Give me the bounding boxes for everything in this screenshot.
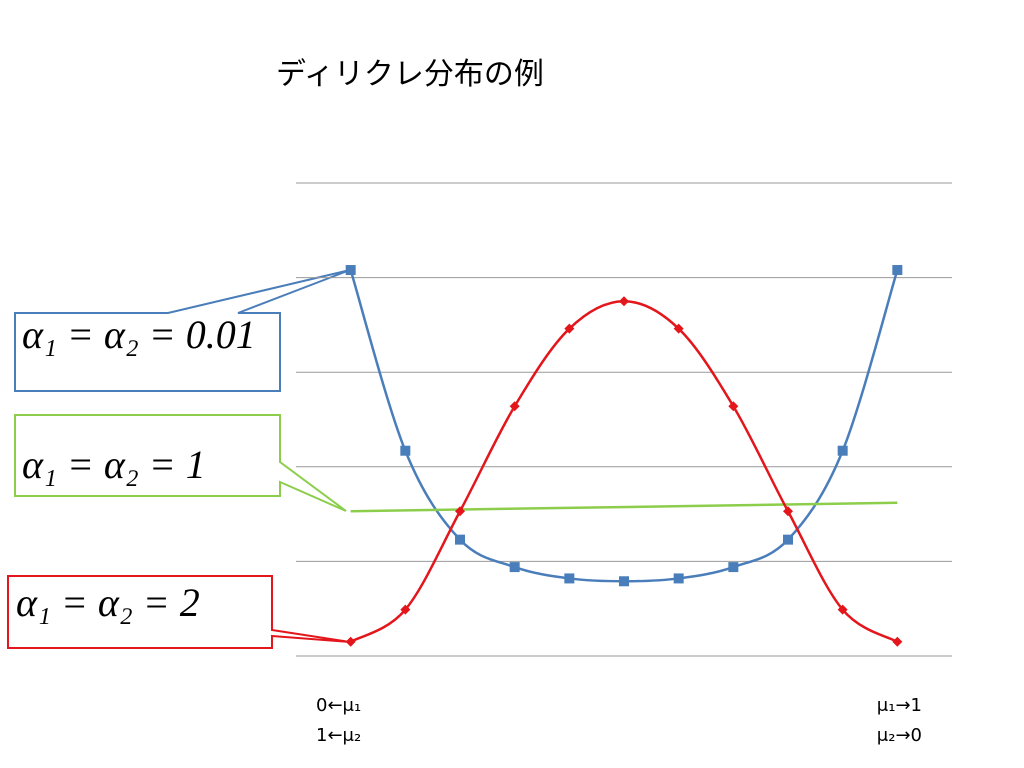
marker	[509, 401, 520, 412]
marker	[345, 636, 356, 647]
marker	[783, 534, 793, 545]
marker	[728, 562, 739, 573]
marker	[892, 265, 903, 276]
marker	[673, 323, 684, 334]
series-label: α₁ = α₂ = 2	[16, 580, 200, 625]
marker	[400, 445, 411, 456]
marker	[728, 401, 739, 412]
marker	[564, 573, 575, 584]
series-line	[350, 299, 898, 643]
marker	[400, 604, 411, 615]
marker	[783, 506, 793, 517]
marker	[455, 534, 465, 545]
marker	[619, 296, 629, 307]
series-label: α₁ = α₂ = 0.01	[22, 312, 256, 357]
series-line	[349, 269, 899, 583]
axis-end-label: 0←μ₁	[316, 695, 361, 716]
marker	[673, 573, 684, 584]
marker	[509, 562, 520, 573]
marker	[564, 323, 575, 334]
callout-box	[14, 414, 347, 512]
axis-end-label: μ₂→0	[877, 725, 922, 746]
axis-end-label: μ₁→1	[877, 695, 922, 716]
marker	[345, 265, 356, 276]
callout-box	[14, 269, 351, 392]
callout-box	[7, 575, 351, 649]
chart-title: ディリクレ分布の例	[276, 57, 544, 92]
marker	[455, 506, 465, 517]
marker	[892, 636, 903, 647]
axis-end-label: 1←μ₂	[316, 725, 361, 746]
marker	[619, 576, 629, 587]
series-line	[350, 501, 898, 513]
series-label: α₁ = α₂ = 1	[22, 442, 206, 487]
marker	[837, 604, 848, 615]
marker	[837, 445, 848, 456]
